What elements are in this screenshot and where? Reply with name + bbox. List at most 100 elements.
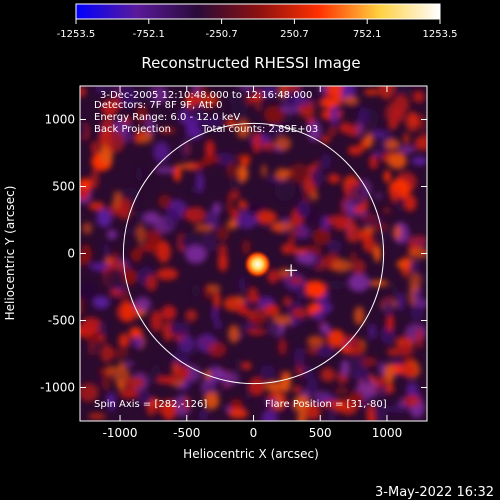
noise-blob xyxy=(369,280,389,287)
noise-blob xyxy=(409,260,420,273)
noise-blob xyxy=(410,303,424,321)
noise-blob xyxy=(392,94,410,115)
noise-blob xyxy=(122,116,132,124)
noise-blob xyxy=(403,394,421,407)
noise-blob xyxy=(416,327,423,349)
noise-blob xyxy=(316,345,335,358)
noise-blob xyxy=(101,371,111,391)
x-tick-label: -1000 xyxy=(103,426,138,440)
noise-blob xyxy=(284,371,292,388)
noise-blob xyxy=(92,295,110,309)
noise-blob xyxy=(296,291,308,299)
noise-blob xyxy=(305,403,321,420)
noise-blob xyxy=(216,225,230,241)
noise-blob xyxy=(123,300,132,321)
noise-blob xyxy=(372,150,382,158)
noise-blob xyxy=(407,235,427,247)
y-tick-label: 500 xyxy=(52,180,75,194)
noise-blob xyxy=(150,310,163,332)
y-tick-label: -1000 xyxy=(40,381,75,395)
noise-blob xyxy=(295,224,311,240)
noise-blob xyxy=(351,364,368,381)
noise-blob xyxy=(238,199,247,210)
noise-blob xyxy=(349,250,358,263)
noise-blob xyxy=(358,230,373,241)
noise-blob xyxy=(263,399,279,406)
noise-blob xyxy=(312,227,331,246)
noise-blob xyxy=(96,208,113,228)
y-tick-label: 0 xyxy=(67,247,75,261)
colorbar-ticks: -1253.5 -752.1 -250.7 250.7 752.1 1253.5 xyxy=(57,19,458,40)
noise-blob xyxy=(391,282,398,299)
noise-blob xyxy=(82,222,93,235)
noise-blob xyxy=(375,385,388,398)
noise-blob xyxy=(95,86,106,95)
noise-blob xyxy=(292,386,302,393)
noise-blob xyxy=(156,375,179,385)
noise-blob xyxy=(227,219,238,230)
noise-blob xyxy=(241,322,258,331)
noise-blob xyxy=(383,170,391,183)
noise-blob xyxy=(213,290,221,309)
noise-blob xyxy=(368,323,376,340)
y-axis-label: Heliocentric Y (arcsec) xyxy=(3,186,17,321)
y-tick-label: 1000 xyxy=(44,113,75,127)
noise-blob xyxy=(191,283,200,298)
noise-blob xyxy=(307,335,324,348)
noise-blob xyxy=(236,296,245,303)
noise-blob xyxy=(334,387,350,394)
noise-blob xyxy=(248,377,265,396)
noise-blob xyxy=(375,193,383,200)
noise-blob xyxy=(363,88,380,96)
noise-blob xyxy=(218,251,228,272)
noise-blob xyxy=(161,305,177,321)
spin-axis-marker xyxy=(285,264,298,277)
noise-blob xyxy=(252,307,268,326)
noise-blob xyxy=(228,324,240,343)
noise-blob xyxy=(256,210,277,224)
noise-blob xyxy=(326,86,343,96)
noise-blob xyxy=(119,388,139,399)
solar-limb-circle xyxy=(122,122,385,385)
noise-blob xyxy=(158,194,172,209)
noise-blob xyxy=(384,363,395,384)
noise-blob xyxy=(369,154,379,170)
noise-blob xyxy=(117,197,132,220)
noise-blob xyxy=(264,381,286,392)
noise-blob xyxy=(330,105,339,126)
noise-blob xyxy=(185,245,207,264)
noise-blob xyxy=(326,214,349,227)
chart-title: Reconstructed RHESSI Image xyxy=(141,54,360,72)
noise-blob xyxy=(354,205,363,214)
noise-blob xyxy=(264,303,280,317)
noise-blob xyxy=(332,398,344,412)
noise-blob xyxy=(108,392,116,411)
noise-blob xyxy=(88,201,105,211)
noise-blob xyxy=(275,393,282,410)
noise-blob xyxy=(288,163,310,184)
noise-blob xyxy=(364,132,374,148)
noise-blob xyxy=(247,286,259,303)
noise-blob xyxy=(313,253,321,267)
noise-blob xyxy=(280,86,301,92)
noise-blob xyxy=(378,86,395,100)
noise-blob xyxy=(239,86,258,92)
noise-blob xyxy=(263,105,285,124)
noise-blob xyxy=(90,347,99,354)
noise-blob xyxy=(194,224,214,232)
noise-blob xyxy=(211,307,218,321)
noise-blob xyxy=(386,313,395,332)
noise-blob xyxy=(215,152,235,166)
noise-blob xyxy=(320,135,331,143)
noise-blob xyxy=(406,382,418,399)
noise-blob xyxy=(281,93,303,109)
x-tick-label: -500 xyxy=(173,426,200,440)
noise-blob xyxy=(397,292,405,312)
noise-blob xyxy=(186,206,206,224)
x-axis-ticks: -1000 -500 0 500 1000 xyxy=(103,86,402,440)
colorbar-tick-label: 1253.5 xyxy=(423,29,458,40)
noise-blob xyxy=(288,234,295,255)
noise-blob xyxy=(100,344,114,363)
noise-blob xyxy=(399,146,415,154)
noise-blob xyxy=(80,296,84,317)
